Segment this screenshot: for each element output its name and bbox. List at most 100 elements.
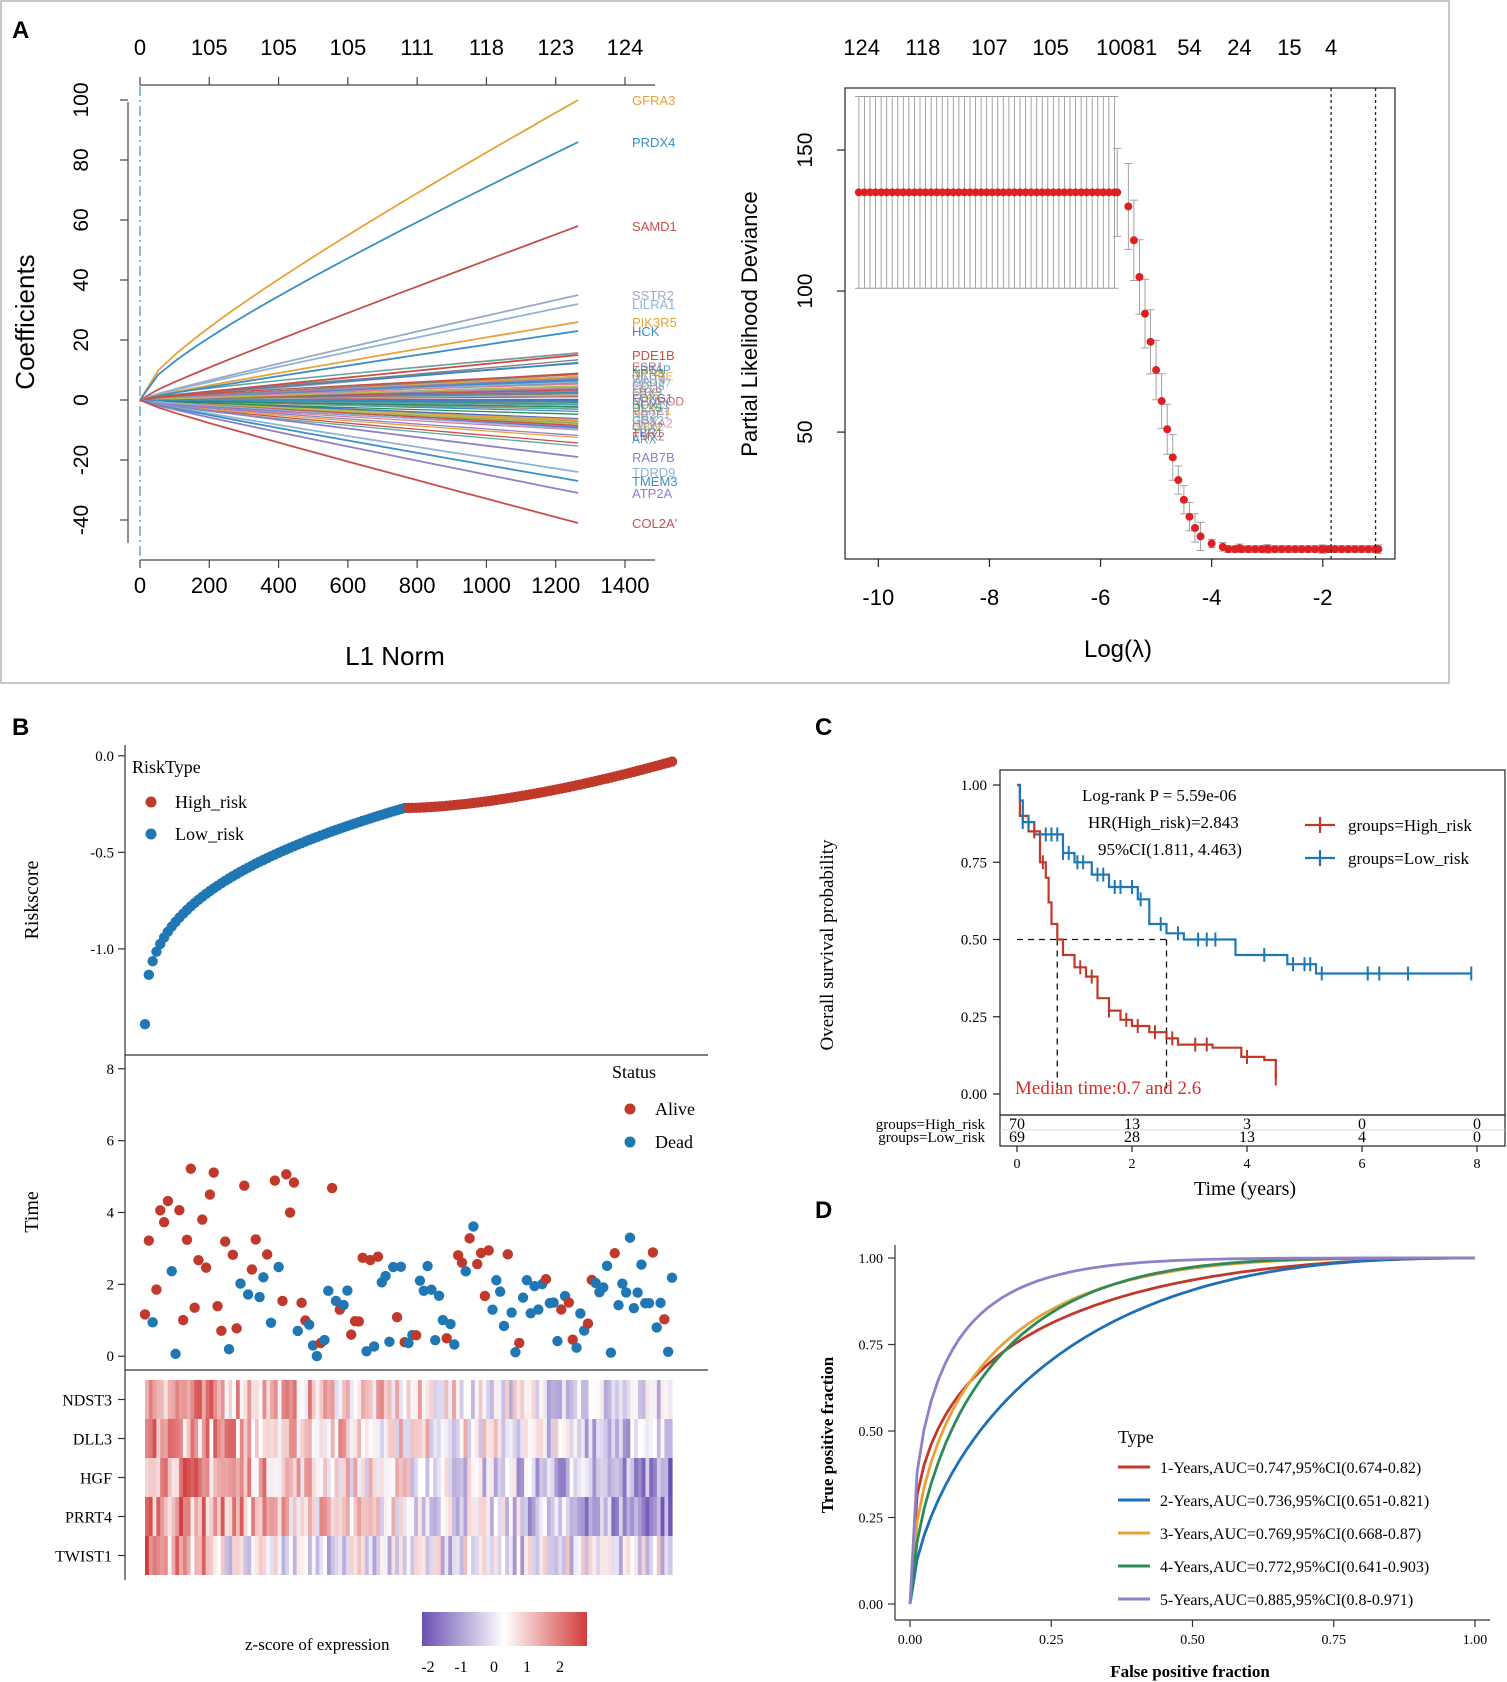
heatmap-cell	[160, 1536, 165, 1575]
heatmap-cell	[361, 1419, 366, 1458]
coefficient-path-COL2A1	[139, 399, 579, 524]
coefficient-label-crowded: BARX1	[632, 404, 672, 418]
heatmap-cell	[433, 1380, 438, 1419]
km-curve-high-risk	[1017, 783, 1277, 1079]
cv-point	[1185, 512, 1194, 521]
coefficient-path	[139, 399, 579, 424]
heatmap-cell	[607, 1380, 612, 1419]
coefficient-path-GFRA3	[139, 99, 579, 401]
heatmap-cell	[444, 1380, 449, 1419]
heatmap-cell	[535, 1536, 540, 1575]
heatmap-cell	[163, 1419, 169, 1458]
heatmap-cell	[273, 1536, 279, 1575]
heatmap-cell	[421, 1497, 427, 1536]
coefficient-label-crowded: GPR27	[632, 376, 672, 390]
coefficient-label-crowded: NPR3	[632, 366, 664, 380]
heatmap-cell	[182, 1497, 188, 1536]
heatmap-cell	[641, 1536, 647, 1575]
roc-legend-title: Type	[1118, 1427, 1154, 1447]
coefficient-label: GFRA3	[632, 93, 675, 108]
heatmap-cell	[618, 1419, 624, 1458]
heatmap-cell	[414, 1380, 419, 1419]
heatmap-cell	[251, 1536, 256, 1575]
heatmap-cell	[524, 1458, 529, 1497]
heatmap-cell	[611, 1497, 616, 1536]
cv-point	[1066, 188, 1074, 197]
heatmap-cell	[478, 1380, 484, 1419]
lasso-y-tick-label: -40	[70, 505, 93, 535]
heatmap-cell	[421, 1536, 427, 1575]
cv-point	[854, 188, 863, 197]
coefficient-label-crowded: TBR1	[632, 426, 663, 440]
cv-top-tick-label: 107	[971, 35, 1008, 60]
time-point-alive	[353, 1316, 365, 1327]
cv-point	[860, 188, 869, 197]
heatmap-cell	[338, 1536, 343, 1575]
heatmap-cell	[402, 1419, 408, 1458]
heatmap-cell	[501, 1458, 506, 1497]
heatmap-cell	[194, 1458, 199, 1497]
heatmap-cell	[383, 1419, 389, 1458]
cv-point	[1237, 545, 1246, 554]
heatmap-cell	[508, 1497, 514, 1536]
heatmap-cell	[512, 1536, 518, 1575]
time-point-dead	[361, 1346, 372, 1357]
time-point-alive	[239, 1180, 250, 1191]
heatmap-cell	[289, 1497, 294, 1536]
heatmap-cell	[376, 1497, 381, 1536]
heatmap-cell	[376, 1419, 381, 1458]
heatmap-cell	[235, 1419, 241, 1458]
cv-point	[1244, 545, 1253, 554]
heatmap-row-label: PRRT4	[65, 1510, 112, 1527]
coefficient-label-crowded: NR2F1	[632, 407, 670, 421]
heatmap-cell	[323, 1458, 328, 1497]
heatmap-cell	[330, 1536, 336, 1575]
heatmap-cell	[361, 1536, 366, 1575]
heatmap-cell	[160, 1458, 165, 1497]
heatmap-cell	[490, 1497, 495, 1536]
heatmap-cell	[258, 1497, 264, 1536]
heatmap-cell	[653, 1497, 658, 1536]
heatmap-cell	[364, 1380, 370, 1419]
heatmap-cell	[277, 1380, 283, 1419]
heatmap-cell	[596, 1497, 601, 1536]
heatmap-cell	[618, 1536, 624, 1575]
heatmap-cell	[205, 1458, 211, 1497]
heatmap-cell	[190, 1458, 195, 1497]
time-point-dead	[494, 1286, 506, 1297]
heatmap-cell	[607, 1419, 612, 1458]
heatmap-cell	[554, 1380, 559, 1419]
time-point-dead	[418, 1285, 429, 1296]
coefficient-path	[139, 399, 579, 403]
heatmap-cell	[543, 1458, 548, 1497]
heatmap-cell	[326, 1497, 332, 1536]
heatmap-cell	[383, 1497, 389, 1536]
heatmap-cell	[455, 1380, 461, 1419]
heatmap-cell	[323, 1497, 328, 1536]
heatmap-cell	[338, 1497, 343, 1536]
heatmap-cell	[220, 1536, 226, 1575]
heatmap-cell	[300, 1419, 305, 1458]
time-point-dead	[666, 1272, 678, 1283]
time-point-alive	[250, 1234, 261, 1245]
heatmap-cell	[368, 1419, 374, 1458]
time-point-alive	[391, 1312, 403, 1323]
cv-top-tick-label: 15	[1277, 35, 1301, 60]
heatmap-cell	[254, 1380, 260, 1419]
heatmap-cell	[618, 1380, 624, 1419]
coefficient-label-crowded: OTX2	[632, 420, 664, 434]
heatmap-cell	[311, 1419, 317, 1458]
heatmap-cell	[656, 1419, 662, 1458]
heatmap-cell	[436, 1380, 442, 1419]
heatmap-cell	[372, 1419, 377, 1458]
cv-point	[1152, 366, 1161, 375]
heatmap-cell	[319, 1419, 324, 1458]
heatmap-cell	[414, 1497, 419, 1536]
time-point-dead	[590, 1277, 601, 1289]
time-point-dead	[170, 1348, 181, 1360]
heatmap-cell	[201, 1458, 207, 1497]
heatmap-cell	[429, 1536, 434, 1575]
heatmap-cell	[546, 1419, 552, 1458]
heatmap-cell	[527, 1419, 533, 1458]
time-y-tick-label: 2	[107, 1277, 115, 1293]
